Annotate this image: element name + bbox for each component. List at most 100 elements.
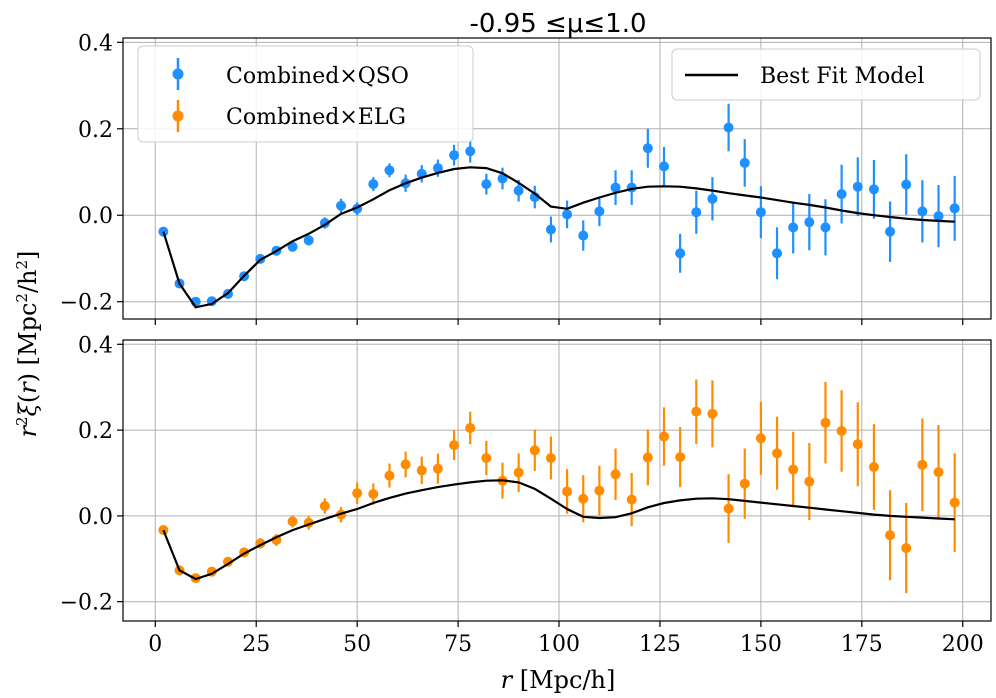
data-point: [788, 464, 799, 475]
bottom-y-ticks: 0.4 0.2 0.0 −0.2: [60, 333, 123, 616]
data-point: [578, 230, 589, 241]
data-point: [287, 516, 298, 527]
y-tick-label: 0.4: [78, 333, 113, 358]
data-point: [465, 146, 476, 157]
x-tick-label: 25: [242, 632, 270, 657]
data-point: [658, 161, 669, 172]
data-point: [772, 248, 783, 259]
legend-elg-label: Combined×ELG: [226, 105, 406, 130]
x-tick-label: 125: [639, 632, 681, 657]
x-tick-label: 50: [343, 632, 371, 657]
top-axes-frame: [122, 37, 992, 320]
x-tick-label: 175: [841, 632, 883, 657]
legend-right-box: [671, 48, 981, 101]
data-point: [836, 425, 847, 436]
data-point: [755, 207, 766, 218]
data-point: [562, 486, 573, 497]
data-point: [319, 501, 330, 512]
data-point: [885, 226, 896, 237]
data-point: [287, 241, 298, 252]
data-point: [772, 448, 783, 459]
data-point: [481, 452, 492, 463]
data-point: [642, 143, 653, 154]
data-point: [481, 179, 492, 190]
data-point: [513, 467, 524, 478]
y-tick-label: 0.0: [78, 204, 113, 229]
y-tick-label: −0.2: [60, 591, 113, 616]
data-point: [917, 459, 928, 470]
data-point: [513, 185, 524, 196]
top-x-ticks: [154, 319, 964, 325]
data-point: [642, 452, 653, 463]
data-point: [901, 179, 912, 190]
x-tick-label: 200: [942, 632, 984, 657]
model-line: [162, 166, 955, 309]
data-point: [610, 469, 621, 480]
data-point: [432, 463, 443, 474]
data-point: [465, 422, 476, 433]
legend-right: Best Fit Model: [671, 48, 981, 101]
data-point: [303, 235, 314, 246]
x-tick-label: 75: [444, 632, 472, 657]
bottom-plot-area: [158, 379, 960, 594]
data-point: [901, 543, 912, 554]
data-point: [158, 525, 169, 536]
data-point: [400, 459, 411, 470]
data-point: [626, 494, 637, 505]
data-point: [852, 181, 863, 192]
data-point: [852, 439, 863, 450]
x-tick-label: 0: [148, 632, 162, 657]
data-point: [432, 163, 443, 174]
legend-qso-label: Combined×QSO: [226, 64, 409, 89]
data-point: [352, 488, 363, 499]
x-axis-label: r [Mpc/h]: [501, 666, 616, 694]
data-point: [868, 461, 879, 472]
data-point: [449, 440, 460, 451]
data-point: [562, 209, 573, 220]
model-line: [162, 479, 955, 581]
top-plot-area: [158, 103, 960, 309]
data-point: [449, 150, 460, 161]
legend-qso-marker: [172, 68, 184, 80]
data-point: [739, 478, 750, 489]
data-point: [368, 489, 379, 500]
data-point: [545, 452, 556, 463]
data-point: [691, 406, 702, 417]
x-tick-label: 100: [538, 632, 580, 657]
y-tick-label: 0.2: [78, 118, 113, 143]
data-point: [675, 248, 686, 259]
data-point: [723, 503, 734, 514]
data-point: [707, 408, 718, 419]
data-point: [384, 165, 395, 176]
bottom-panel: 0.4 0.2 0.0 −0.2 0 25 50 75 100 125 150 175 200: [60, 333, 992, 657]
bottom-x-ticks: 0 25 50 75 100 125 150 175 200: [148, 621, 984, 657]
data-point: [416, 465, 427, 476]
y-tick-label: 0.0: [78, 505, 113, 530]
data-point: [868, 184, 879, 195]
y-tick-label: −0.2: [60, 291, 113, 316]
data-point: [820, 222, 831, 233]
data-point: [755, 433, 766, 444]
data-point: [529, 445, 540, 456]
legend-left: Combined×QSO Combined×ELG: [137, 45, 474, 143]
data-point: [658, 431, 669, 442]
data-point: [368, 179, 379, 190]
bottom-axes-frame: [122, 339, 992, 622]
y-tick-label: 0.2: [78, 419, 113, 444]
data-point: [804, 476, 815, 487]
data-point: [723, 122, 734, 133]
y-tick-label: 0.4: [78, 31, 113, 56]
data-point: [917, 206, 928, 217]
data-point: [675, 452, 686, 463]
data-point: [578, 493, 589, 504]
legend-elg-marker: [172, 110, 184, 122]
data-point: [691, 207, 702, 218]
top-panel: 0.4 0.2 0.0 −0.2: [60, 31, 992, 325]
data-point: [788, 222, 799, 233]
data-point: [707, 193, 718, 204]
data-point: [949, 497, 960, 508]
data-point: [545, 224, 556, 235]
data-point: [594, 485, 605, 496]
data-point: [933, 211, 944, 222]
